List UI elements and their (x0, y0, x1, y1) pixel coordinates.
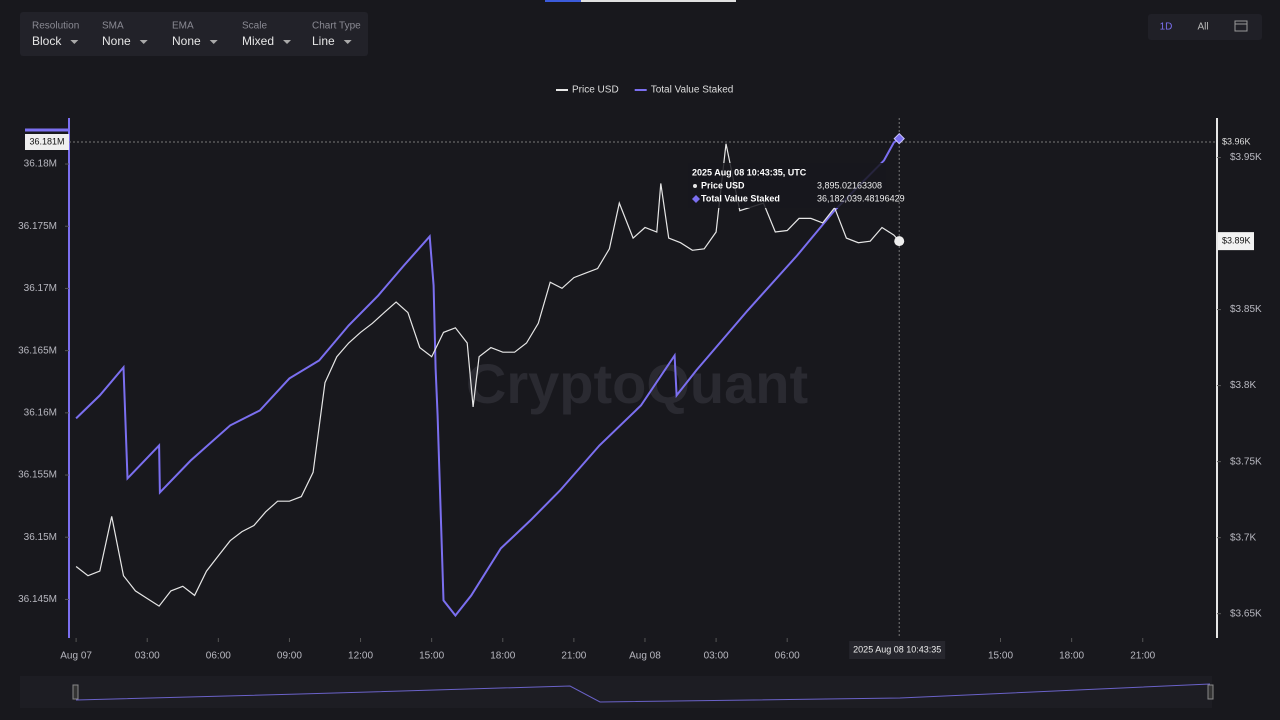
calendar-icon[interactable] (1234, 20, 1248, 32)
x-tick-label: 15:00 (419, 651, 444, 662)
top-tab (545, 0, 581, 2)
y-tick-label: 36.155M (18, 470, 57, 481)
tooltip-marker (692, 195, 700, 203)
y2-tick-label: $3.8K (1230, 380, 1256, 391)
y-tick-label: 36.18M (24, 159, 57, 170)
calendar-icon-body (1234, 20, 1248, 32)
x-tick-label: 21:00 (561, 651, 586, 662)
navigator (20, 676, 1212, 708)
x-tick-label: 21:00 (1130, 651, 1155, 662)
navigator-handle[interactable] (72, 684, 79, 700)
y2-tick-label: $3.75K (1230, 456, 1262, 467)
toolbar-label: EMA (172, 21, 194, 32)
toolbar (20, 12, 368, 56)
tooltip-title: 2025 Aug 08 10:43:35, UTC (692, 167, 807, 177)
toolbar-label: Scale (242, 21, 267, 32)
y2-tick-label: $3.7K (1230, 532, 1256, 543)
tooltip-name: Price USD (701, 180, 745, 190)
x-tick-label: 12:00 (348, 651, 373, 662)
y-tick-label: 36.16M (24, 407, 57, 418)
crosshair-x-label-bg (849, 641, 946, 659)
x-tick-label: 03:00 (135, 651, 160, 662)
x-tick-label: Aug 08 (629, 651, 661, 662)
legend-label[interactable]: Total Value Staked (651, 85, 734, 96)
crosshair-y2-label-bg (1218, 134, 1256, 150)
y-tick-label: 36.17M (24, 283, 57, 294)
dropdown-caret (209, 40, 218, 44)
toolbar-value[interactable]: Line (312, 34, 335, 48)
x-tick-label: 06:00 (775, 651, 800, 662)
tooltip-marker (693, 184, 697, 188)
crosshair-x-label: 2025 Aug 08 10:43:35 (853, 644, 941, 654)
toolbar-label: Resolution (32, 21, 79, 32)
x-tick-label: 18:00 (490, 651, 515, 662)
toolbar-value[interactable]: None (172, 34, 201, 48)
y-tick-label: 36.175M (18, 221, 57, 232)
navigator-handle[interactable] (1207, 684, 1214, 700)
range-button[interactable]: 1D (1160, 22, 1173, 33)
series-line (75, 137, 900, 618)
legend-label[interactable]: Price USD (572, 85, 619, 96)
tooltip-value: 36,182,039.48196429 (817, 193, 905, 203)
last-point (894, 236, 905, 247)
crosshair-y2-label: $3.96K (1222, 136, 1251, 146)
toolbar-label: SMA (102, 21, 124, 32)
dropdown-caret (283, 40, 292, 44)
toolbar-value[interactable]: None (102, 34, 131, 48)
x-tick-label: 03:00 (704, 651, 729, 662)
y2-tick-label: $3.65K (1230, 608, 1262, 619)
x-tick-label: 18:00 (1059, 651, 1084, 662)
top-tab (581, 0, 736, 2)
range-button[interactable]: All (1197, 22, 1208, 33)
x-tick-label: 06:00 (206, 651, 231, 662)
crosshair-y-label-bg (25, 134, 69, 150)
last-value-label: $3.89K (1222, 236, 1251, 246)
dropdown-caret (139, 40, 148, 44)
y-tick-label: 36.15M (24, 532, 57, 543)
crosshair-y-label: 36.181M (29, 136, 64, 146)
y-tick-label: 36.165M (18, 345, 57, 356)
x-tick-label: 09:00 (277, 651, 302, 662)
last-value-label-bg (1218, 232, 1254, 251)
toolbar-value[interactable]: Mixed (242, 34, 274, 48)
last-point (893, 132, 905, 145)
watermark: CryptoQuant (466, 352, 808, 415)
tooltip-value: 3,895.02163308 (817, 180, 882, 190)
toolbar-label: Chart Type (312, 21, 361, 32)
tooltip-name: Total Value Staked (701, 193, 780, 203)
dropdown-caret (70, 40, 79, 44)
tooltip-bg (688, 163, 886, 208)
y2-tick-label: $3.85K (1230, 304, 1262, 315)
toolbar-value[interactable]: Block (32, 34, 62, 48)
dropdown-caret (343, 40, 352, 44)
x-tick-label: 15:00 (988, 651, 1013, 662)
range-buttons (1148, 14, 1262, 40)
x-tick-label: Aug 07 (60, 651, 92, 662)
y-tick-label: 36.145M (18, 594, 57, 605)
y2-tick-label: $3.95K (1230, 152, 1262, 163)
navigator-line (75, 683, 1211, 703)
